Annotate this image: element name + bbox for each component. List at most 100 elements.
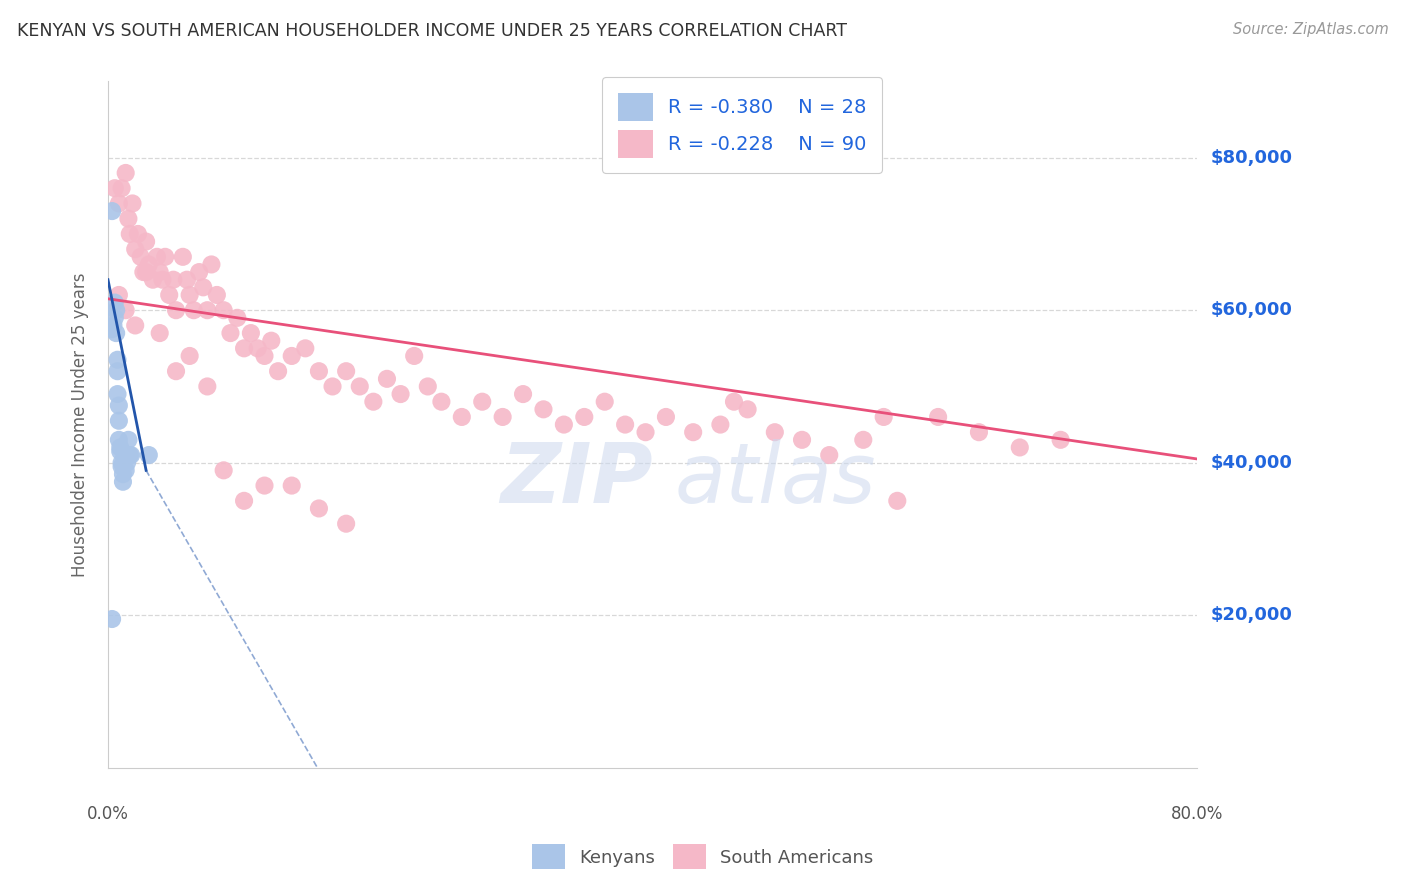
Point: [114, 463, 136, 477]
Point: [127, 227, 149, 241]
Y-axis label: Householder Income Under 25 years: Householder Income Under 25 years: [72, 272, 89, 577]
Text: ZIP: ZIP: [499, 439, 652, 520]
Point: [132, 265, 155, 279]
Point: [634, 425, 657, 440]
Text: $80,000: $80,000: [1211, 149, 1292, 167]
Point: [363, 394, 385, 409]
Point: [105, 303, 128, 318]
Point: [233, 493, 256, 508]
Point: [165, 364, 187, 378]
Point: [104, 181, 127, 195]
Text: atlas: atlas: [673, 439, 876, 520]
Point: [103, 318, 125, 333]
Point: [349, 379, 371, 393]
Point: [280, 349, 302, 363]
Point: [118, 448, 141, 462]
Point: [195, 379, 218, 393]
Point: [308, 364, 330, 378]
Point: [120, 448, 142, 462]
Point: [239, 326, 262, 340]
Point: [179, 349, 201, 363]
Point: [280, 478, 302, 492]
Point: [205, 288, 228, 302]
Point: [101, 322, 124, 336]
Point: [450, 409, 472, 424]
Point: [135, 235, 157, 249]
Point: [162, 273, 184, 287]
Point: [124, 242, 146, 256]
Text: $20,000: $20,000: [1211, 607, 1292, 624]
Point: [1008, 441, 1031, 455]
Point: [404, 349, 426, 363]
Point: [138, 448, 160, 462]
Point: [117, 211, 139, 226]
Point: [267, 364, 290, 378]
Point: [108, 399, 131, 413]
Point: [138, 257, 160, 271]
Text: 0.0%: 0.0%: [87, 805, 129, 823]
Point: [114, 448, 136, 462]
Point: [253, 349, 276, 363]
Point: [219, 326, 242, 340]
Point: [124, 318, 146, 333]
Point: [165, 303, 187, 318]
Point: [195, 303, 218, 318]
Point: [110, 459, 132, 474]
Point: [110, 456, 132, 470]
Point: [118, 227, 141, 241]
Point: [107, 387, 129, 401]
Point: [430, 394, 453, 409]
Point: [253, 478, 276, 492]
Point: [737, 402, 759, 417]
Point: [852, 433, 875, 447]
Point: [335, 516, 357, 531]
Point: [246, 342, 269, 356]
Point: [142, 273, 165, 287]
Point: [574, 409, 596, 424]
Point: [108, 288, 131, 302]
Point: [389, 387, 412, 401]
Point: [818, 448, 841, 462]
Point: [188, 265, 211, 279]
Point: [135, 265, 157, 279]
Legend: R = -0.380    N = 28, R = -0.228    N = 90: R = -0.380 N = 28, R = -0.228 N = 90: [602, 78, 882, 173]
Point: [107, 364, 129, 378]
Text: 80.0%: 80.0%: [1171, 805, 1223, 823]
Point: [1049, 433, 1071, 447]
Point: [723, 394, 745, 409]
Point: [115, 456, 138, 470]
Point: [709, 417, 731, 432]
Point: [110, 181, 132, 195]
Point: [655, 409, 678, 424]
Point: [121, 196, 143, 211]
Point: [375, 372, 398, 386]
Point: [149, 265, 172, 279]
Point: [153, 250, 176, 264]
Point: [157, 288, 180, 302]
Point: [212, 303, 235, 318]
Point: [322, 379, 344, 393]
Point: [108, 196, 131, 211]
Point: [682, 425, 704, 440]
Point: [176, 273, 198, 287]
Point: [101, 204, 124, 219]
Point: [927, 409, 949, 424]
Point: [179, 288, 201, 302]
Point: [107, 352, 129, 367]
Point: [233, 342, 256, 356]
Point: [114, 166, 136, 180]
Point: [152, 273, 174, 287]
Point: [114, 303, 136, 318]
Point: [105, 326, 128, 340]
Point: [763, 425, 786, 440]
Point: [101, 612, 124, 626]
Legend: Kenyans, South Americans: Kenyans, South Americans: [523, 835, 883, 879]
Point: [553, 417, 575, 432]
Point: [108, 414, 131, 428]
Point: [104, 295, 127, 310]
Point: [111, 467, 134, 482]
Point: [149, 326, 172, 340]
Point: [183, 303, 205, 318]
Point: [491, 409, 513, 424]
Point: [873, 409, 896, 424]
